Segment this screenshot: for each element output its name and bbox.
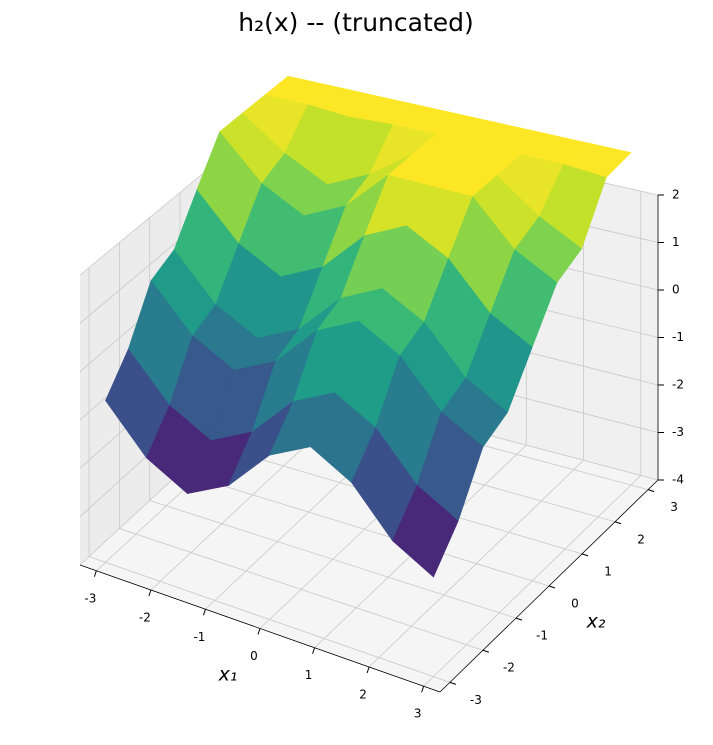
x-tick-label: 3 bbox=[414, 707, 422, 721]
grid-line bbox=[179, 472, 550, 587]
surface-patch bbox=[392, 484, 459, 578]
grid-line bbox=[149, 500, 517, 619]
y-tick-label: -2 bbox=[503, 661, 515, 675]
y-tick bbox=[614, 521, 622, 525]
x-axis-label: x₁ bbox=[218, 664, 238, 686]
z-tick-label: 2 bbox=[672, 188, 680, 202]
x-tick bbox=[202, 609, 206, 616]
y-tick bbox=[449, 681, 457, 685]
y-tick bbox=[581, 553, 589, 557]
x-tick-label: -3 bbox=[84, 591, 96, 605]
y-tick-label: -3 bbox=[470, 693, 482, 707]
z-tick-label: 1 bbox=[672, 235, 680, 249]
y-tick-label: 1 bbox=[604, 564, 612, 578]
chart-title: h₂(x) -- (truncated) bbox=[238, 8, 474, 37]
x-tick-label: -1 bbox=[193, 630, 205, 644]
x-tick-label: 2 bbox=[359, 687, 367, 701]
y-tick-label: 3 bbox=[670, 500, 678, 514]
y-tick bbox=[515, 617, 523, 621]
z-tick-label: -2 bbox=[672, 378, 684, 392]
x-tick bbox=[421, 686, 425, 693]
x-tick bbox=[93, 570, 97, 577]
x-tick-label: 0 bbox=[250, 649, 258, 663]
z-tick-label: 0 bbox=[672, 283, 680, 297]
z-tick-label: -1 bbox=[672, 330, 684, 344]
y-axis-label: x₂ bbox=[586, 611, 606, 633]
x-tick-label: 1 bbox=[305, 668, 313, 682]
grid-line bbox=[88, 556, 451, 683]
axis-line bbox=[79, 564, 441, 693]
grid-line bbox=[119, 528, 484, 651]
y-tick bbox=[548, 585, 556, 589]
axis-line bbox=[439, 479, 659, 693]
x-tick-label: -2 bbox=[139, 611, 151, 625]
z-tick-label: -4 bbox=[672, 473, 684, 487]
z-tick-label: -3 bbox=[672, 425, 684, 439]
x-tick bbox=[257, 628, 261, 635]
y-tick bbox=[647, 489, 655, 493]
x-tick bbox=[148, 589, 152, 597]
x-tick bbox=[312, 647, 316, 654]
y-tick-label: -1 bbox=[536, 629, 548, 643]
x-tick bbox=[366, 666, 370, 674]
y-tick-label: 0 bbox=[571, 597, 579, 611]
y-tick bbox=[482, 649, 490, 653]
y-tick-label: 2 bbox=[637, 532, 645, 546]
